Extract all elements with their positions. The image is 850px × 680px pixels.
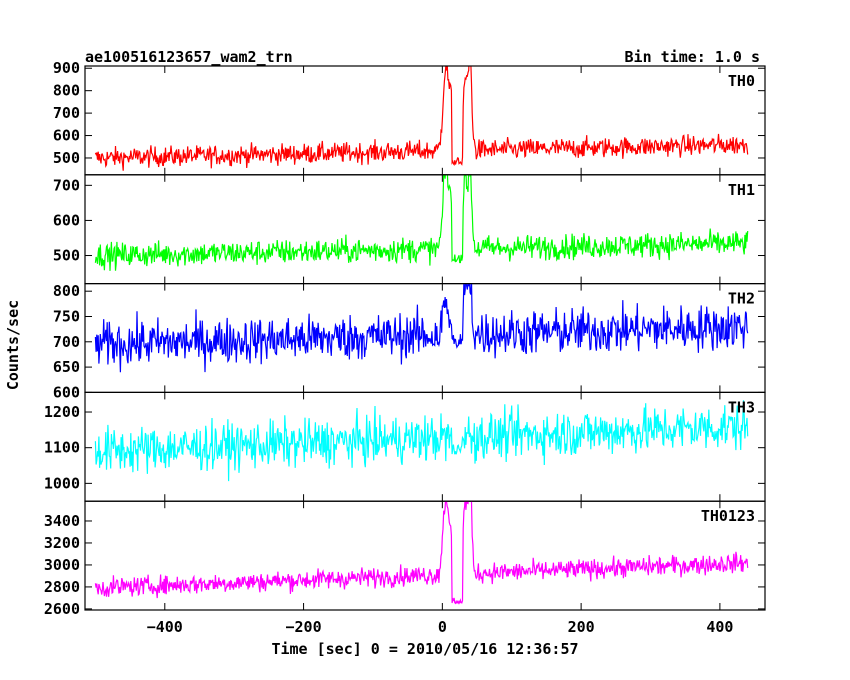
y-tick-label: 600 xyxy=(53,383,80,401)
y-tick-label: 700 xyxy=(53,176,80,194)
y-tick-label: 700 xyxy=(53,333,80,351)
bin-time-label: Bin time: 1.0 s xyxy=(625,48,760,66)
y-tick-label: 500 xyxy=(53,149,80,167)
y-tick-label: 3400 xyxy=(44,512,80,530)
x-tick-label: −400 xyxy=(147,618,183,636)
series-line-th1 xyxy=(94,174,749,271)
series-label-th0123: TH0123 xyxy=(701,507,755,525)
panels-group: 500 600 700 800 900 TH0 500 600 700 TH1 600 650 700 7… xyxy=(44,59,766,636)
chart-title: ae100516123657_wam2_trn xyxy=(85,48,293,66)
series-label-th2: TH2 xyxy=(728,290,755,308)
y-tick-label: 750 xyxy=(53,307,80,325)
y-tick-label: 1100 xyxy=(44,439,80,457)
series-line-th0 xyxy=(94,66,749,171)
series-label-th0: TH0 xyxy=(728,72,755,90)
y-tick-label: 900 xyxy=(53,59,80,77)
y-tick-label: 1000 xyxy=(44,474,80,492)
y-tick-label: 800 xyxy=(53,82,80,100)
series-label-th1: TH1 xyxy=(728,181,755,199)
y-tick-label: 2800 xyxy=(44,578,80,596)
panel-frame xyxy=(84,500,766,611)
series-line-th0123 xyxy=(94,501,749,605)
y-tick-label: 500 xyxy=(53,247,80,265)
x-tick-label: −200 xyxy=(286,618,322,636)
y-tick-label: 800 xyxy=(53,282,80,300)
y-tick-label: 600 xyxy=(53,211,80,229)
series-line-th2 xyxy=(94,283,749,373)
y-tick-label: 3200 xyxy=(44,534,80,552)
y-axis-label: Counts/sec xyxy=(4,300,22,390)
y-tick-label: 600 xyxy=(53,127,80,145)
x-tick-label: 0 xyxy=(438,618,447,636)
panel-frame xyxy=(84,174,766,285)
y-tick-label: 650 xyxy=(53,358,80,376)
y-tick-label: 3000 xyxy=(44,556,80,574)
y-tick-label: 2600 xyxy=(44,600,80,618)
x-tick-label: 400 xyxy=(706,618,733,636)
x-axis-label: Time [sec] 0 = 2010/05/16 12:36:57 xyxy=(271,640,578,658)
series-line-th3 xyxy=(94,400,749,482)
y-tick-label: 700 xyxy=(53,104,80,122)
y-tick-label: 1200 xyxy=(44,403,80,421)
series-label-th3: TH3 xyxy=(728,398,755,416)
x-tick-label: 200 xyxy=(568,618,595,636)
